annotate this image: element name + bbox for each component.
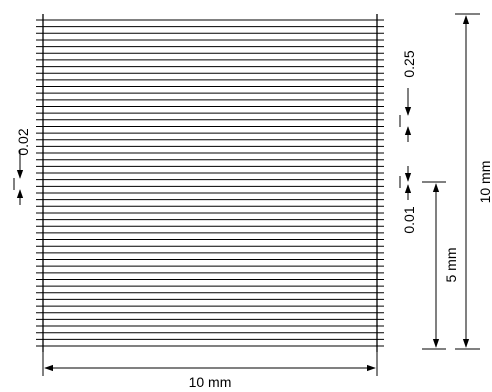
- line-gap-callout: 0.02: [13, 128, 31, 205]
- total-width-label: 10 mm: [189, 374, 232, 390]
- grating-lines: [36, 19, 384, 347]
- gap-width-callout: 0.01: [399, 166, 417, 234]
- gap-width-label: 0.01: [401, 206, 417, 233]
- total-height-dimension: [455, 13, 480, 350]
- half-height-dimension: [422, 181, 446, 350]
- total-width-dimension: [42, 352, 378, 376]
- line-gap-label: 0.02: [15, 128, 31, 155]
- half-height-label: 5 mm: [443, 248, 459, 283]
- pitch-callout: 0.25: [399, 50, 417, 142]
- total-height-label: 10 mm: [477, 161, 492, 204]
- pitch-label: 0.25: [401, 50, 417, 77]
- grating-frame: [42, 14, 378, 352]
